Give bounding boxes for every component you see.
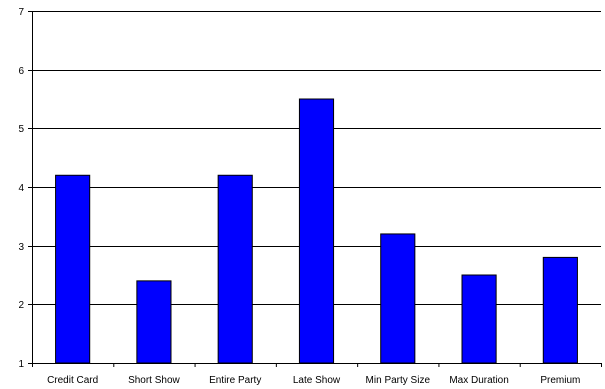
x-tick-labels: Credit Card Short Show Entire Party Late Sh… [47, 375, 580, 386]
y-tick-label-5: 5 [18, 124, 24, 135]
bar-max-duration [461, 274, 497, 364]
bar-credit-card [55, 174, 91, 364]
x-tick-label-short-show: Short Show [128, 375, 180, 386]
x-tick-label-min-party-size: Min Party Size [366, 375, 431, 386]
axes [28, 11, 602, 367]
bar-min-party-size [380, 233, 416, 364]
y-tick-label-3: 3 [18, 242, 24, 253]
y-tick-label-7: 7 [18, 7, 24, 18]
x-tick-label-late-show: Late Show [293, 375, 341, 386]
bar-late-show [298, 98, 335, 364]
bars [55, 98, 578, 364]
x-tick-label-max-duration: Max Duration [449, 375, 508, 386]
y-tick-label-1: 1 [18, 359, 24, 370]
bar-premium [542, 256, 578, 364]
x-tick-label-entire-party: Entire Party [209, 375, 261, 386]
y-tick-labels: 1 2 3 4 5 6 7 [18, 7, 24, 370]
y-tick-label-6: 6 [18, 66, 24, 77]
y-tick-label-4: 4 [18, 183, 24, 194]
bar-short-show [136, 280, 172, 364]
x-tick-label-credit-card: Credit Card [47, 375, 98, 386]
x-tick-label-premium: Premium [540, 375, 580, 386]
bar-entire-party [217, 174, 253, 364]
y-tick-label-2: 2 [18, 300, 24, 311]
